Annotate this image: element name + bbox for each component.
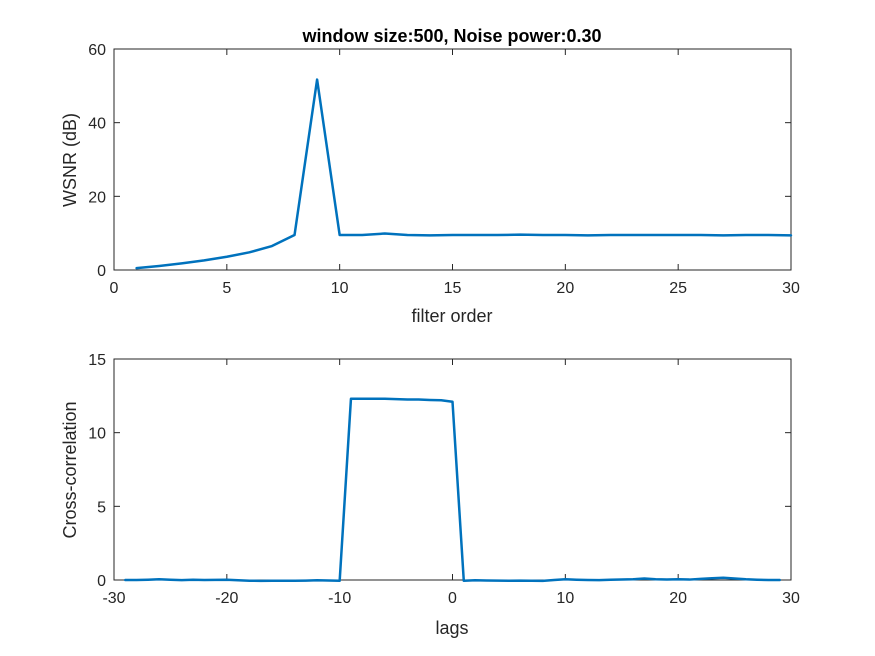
wsnr-plot-y-tick-label: 60 <box>88 42 106 59</box>
wsnr-plot-x-tick-label: 0 <box>110 280 119 297</box>
wsnr-plot-x-tick-label: 15 <box>444 280 462 297</box>
wsnr-plot-series-line-0 <box>135 78 793 270</box>
cross-correlation-plot-x-tick-label: 30 <box>782 590 800 607</box>
cross-correlation-plot-x-tick-label: 10 <box>556 590 574 607</box>
wsnr-plot: window size:500, Noise power:0.30 0 5 10 15… <box>60 26 800 326</box>
wsnr-plot-y-axis-label: WSNR (dB) <box>60 113 80 207</box>
wsnr-plot-x-tick-label: 10 <box>331 280 349 297</box>
wsnr-plot-y-tick-label: 20 <box>88 189 106 206</box>
wsnr-plot-x-tick-label: 5 <box>222 280 231 297</box>
cross-correlation-plot-x-axis-label: lags <box>435 618 468 638</box>
cross-correlation-plot-series <box>124 397 781 583</box>
cross-correlation-plot-y-axis-label: Cross-correlation <box>60 401 80 538</box>
cross-correlation-plot-y-tick-label: 0 <box>97 573 106 590</box>
cross-correlation-plot-x-tick-label: 0 <box>448 590 457 607</box>
wsnr-plot-x-tick-label: 30 <box>782 280 800 297</box>
wsnr-plot-y-tick-label: 40 <box>88 116 106 133</box>
cross-correlation-plot: -30 -20 -10 0 10 20 30 0 5 10 15 lags Cross-correl… <box>60 352 800 638</box>
cross-correlation-plot-ticks: -30 -20 -10 0 10 20 30 0 5 10 15 <box>88 352 800 607</box>
cross-correlation-plot-x-tick-label: -20 <box>215 590 238 607</box>
cross-correlation-plot-x-tick-label: -30 <box>102 590 125 607</box>
cross-correlation-plot-x-tick-label: 20 <box>669 590 687 607</box>
wsnr-plot-title: window size:500, Noise power:0.30 <box>301 26 601 46</box>
cross-correlation-plot-y-tick-label: 15 <box>88 352 106 369</box>
wsnr-plot-ticks: 0 5 10 15 20 25 30 0 20 40 60 <box>88 42 800 297</box>
cross-correlation-plot-y-tick-label: 5 <box>97 499 106 516</box>
wsnr-plot-x-axis-label: filter order <box>411 306 492 326</box>
wsnr-plot-x-tick-label: 25 <box>669 280 687 297</box>
cross-correlation-plot-y-tick-label: 10 <box>88 426 106 443</box>
wsnr-plot-y-tick-label: 0 <box>97 263 106 280</box>
wsnr-plot-x-tick-label: 20 <box>556 280 574 297</box>
cross-correlation-plot-x-tick-label: -10 <box>328 590 351 607</box>
cross-correlation-plot-series-line-0 <box>124 397 781 583</box>
wsnr-plot-series <box>135 78 793 270</box>
